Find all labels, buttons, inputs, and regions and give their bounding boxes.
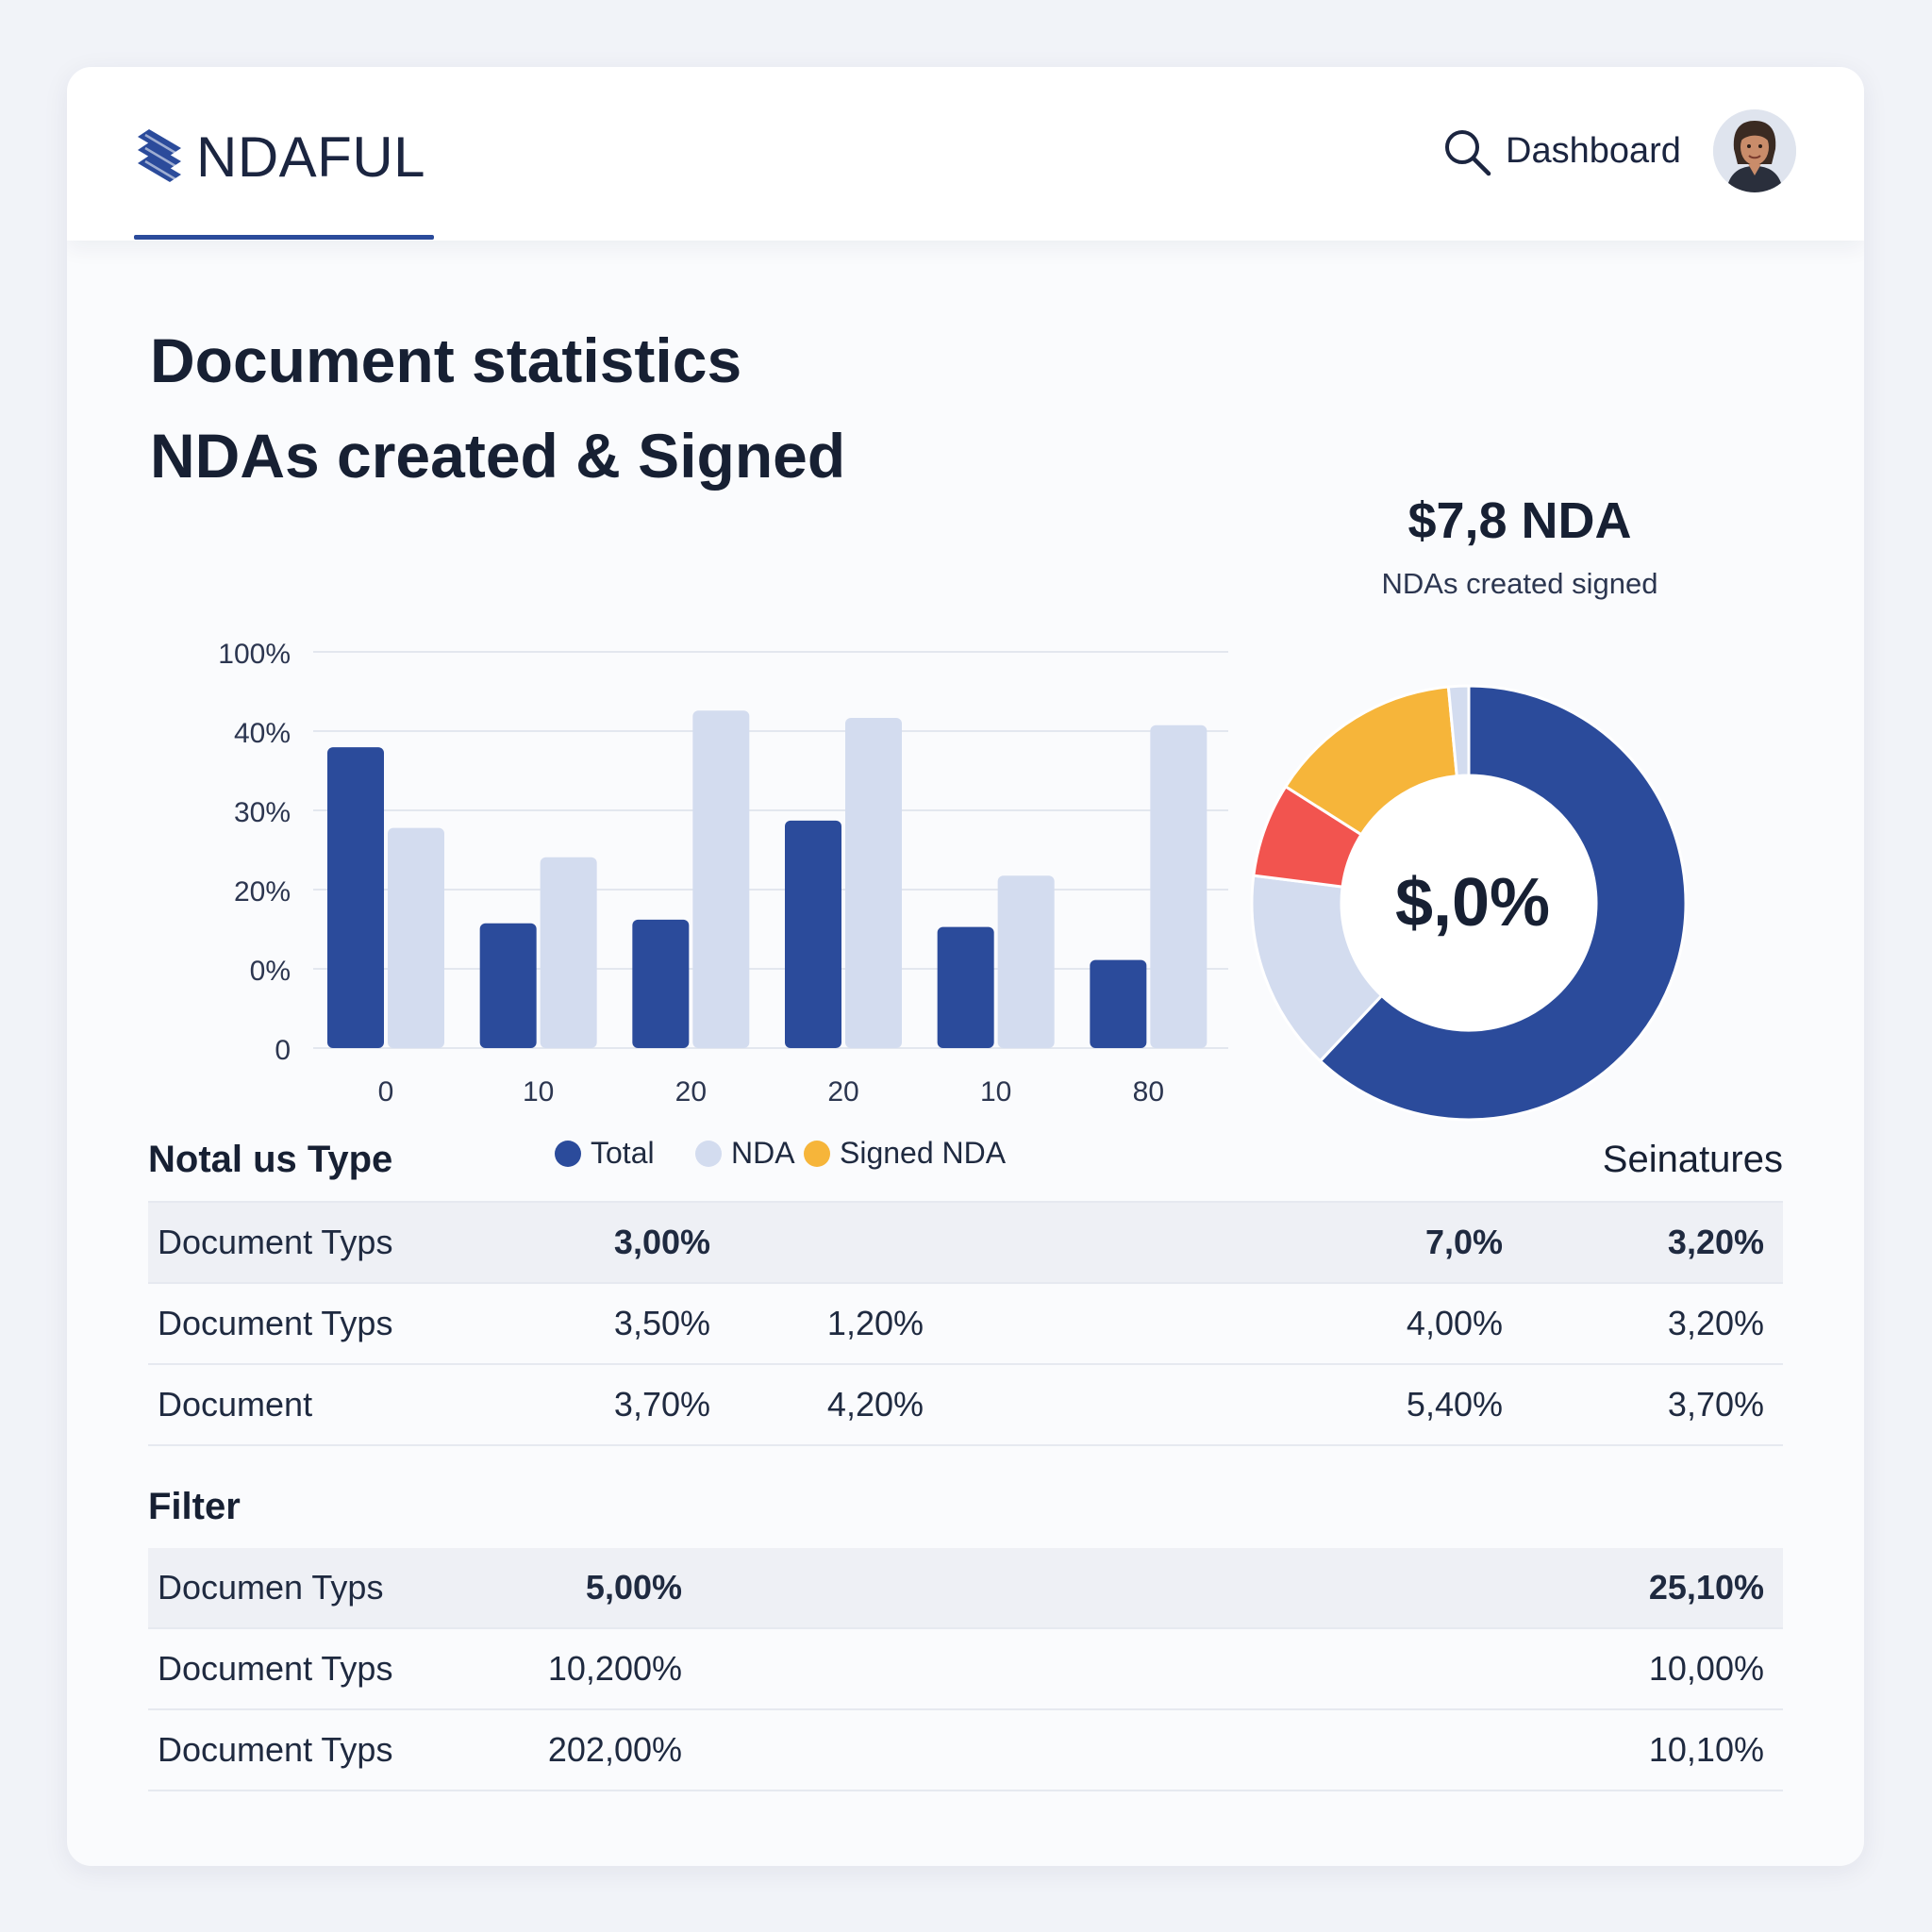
row-value: 5,40% <box>1406 1385 1503 1424</box>
row-value: 202,00% <box>547 1730 682 1769</box>
row-label: Document Typs <box>158 1649 393 1688</box>
x-tick-label: 10 <box>523 1076 554 1108</box>
row-value: 3,20% <box>1667 1223 1764 1261</box>
row-label: Document <box>158 1385 313 1424</box>
donut-center-label: $,0% <box>1395 865 1550 941</box>
donut-title: $7,8 NDA <box>1407 492 1632 549</box>
row-value: 10,200% <box>547 1649 682 1688</box>
status-table: Document Typs 3,00% 7,0% 3,20% Document Typs… <box>148 1201 1783 1446</box>
donut-chart: $,0% <box>1250 684 1688 1122</box>
legend-label: NDA <box>731 1136 795 1170</box>
row-value: 4,20% <box>826 1385 924 1424</box>
dashboard-nav-link[interactable]: Dashboard <box>1506 131 1681 171</box>
y-tick-label: 20% <box>234 876 291 908</box>
row-value: 3,70% <box>1667 1385 1764 1424</box>
bar-nda[interactable] <box>692 710 750 1048</box>
row-value: 3,20% <box>1667 1304 1764 1342</box>
table-row[interactable]: Document Typs 202,00% 10,10% <box>148 1710 1783 1791</box>
row-value: 10,00% <box>1648 1649 1764 1688</box>
bar-total[interactable] <box>327 747 384 1048</box>
x-tick-label: 10 <box>980 1076 1011 1108</box>
x-tick-label: 20 <box>827 1076 858 1108</box>
active-tab-indicator <box>134 235 434 240</box>
brand[interactable]: NDAFUL <box>134 119 425 194</box>
bar-total[interactable] <box>479 923 537 1048</box>
bar-nda[interactable] <box>388 827 444 1048</box>
donut-slice[interactable] <box>1446 684 1471 778</box>
top-header: NDAFUL Dashboard <box>67 67 1864 241</box>
legend-swatch <box>804 1141 830 1167</box>
bar-nda[interactable] <box>540 857 597 1048</box>
row-label: Documen Typs <box>158 1568 384 1607</box>
legend-swatch <box>555 1141 581 1167</box>
row-value: 1,20% <box>826 1304 924 1342</box>
row-value: 5,00% <box>585 1568 682 1607</box>
bar-chart: 100% 40% 30% 20% 0% 0 0 10 20 20 10 80 Total NDA Signe… <box>218 639 1228 1170</box>
bar-total[interactable] <box>937 926 994 1048</box>
donut-hole <box>1342 776 1595 1029</box>
bar-total[interactable] <box>785 820 841 1048</box>
y-tick-label: 100% <box>218 639 291 670</box>
filter-title: Filter <box>148 1486 241 1527</box>
legend-swatch <box>695 1141 722 1167</box>
bar-nda[interactable] <box>845 718 902 1048</box>
table-row[interactable]: Document Typs 3,50% 1,20% 4,00% 3,20% <box>148 1284 1783 1365</box>
page-subtitle: NDAs created & Signed <box>150 421 846 491</box>
row-value: 25,10% <box>1648 1568 1764 1607</box>
x-tick-label: 20 <box>675 1076 707 1108</box>
filter-table: Documen Typs 5,00% 25,10% Document Typs 10,2… <box>148 1548 1783 1791</box>
status-table-title: Notal us Type <box>148 1139 393 1180</box>
x-tick-label: 0 <box>378 1076 394 1108</box>
bar-nda[interactable] <box>997 875 1055 1048</box>
y-tick-label: 0% <box>250 956 291 987</box>
signatures-header: Seinatures <box>1602 1139 1783 1180</box>
row-value: 4,00% <box>1406 1304 1503 1342</box>
row-label: Document Typs <box>158 1223 393 1261</box>
row-value: 10,10% <box>1648 1730 1764 1769</box>
y-tick-label: 0 <box>275 1035 291 1066</box>
table-row[interactable]: Document Typs 10,200% 10,00% <box>148 1629 1783 1710</box>
row-label: Document Typs <box>158 1304 393 1342</box>
brand-name: NDAFUL <box>196 125 426 189</box>
x-tick-label: 80 <box>1133 1076 1164 1108</box>
bar-total[interactable] <box>632 919 690 1048</box>
brand-logo-icon <box>138 129 181 182</box>
donut-subtitle: NDAs created signed <box>1381 567 1658 600</box>
page-title: Document statistics <box>150 325 742 395</box>
row-value: 3,70% <box>613 1385 710 1424</box>
table-row[interactable]: Document Typs 3,00% 7,0% 3,20% <box>148 1203 1783 1284</box>
row-value: 3,00% <box>613 1223 710 1261</box>
table-row[interactable]: Documen Typs 5,00% 25,10% <box>148 1548 1783 1629</box>
bar-nda[interactable] <box>1150 724 1208 1048</box>
avatar[interactable] <box>1713 109 1796 192</box>
avatar-image <box>1713 109 1796 192</box>
table-row[interactable]: Document 3,70% 4,20% 5,40% 3,70% <box>148 1365 1783 1446</box>
dashboard-card: NDAFUL Dashboard Document statistics NDA… <box>67 67 1864 1866</box>
donut-slice[interactable] <box>1318 684 1688 1122</box>
search-icon[interactable] <box>1440 125 1494 179</box>
y-tick-label: 30% <box>234 797 291 828</box>
legend-label: Signed NDA <box>840 1136 1007 1170</box>
row-value: 7,0% <box>1424 1223 1503 1261</box>
legend-label: Total <box>591 1136 655 1170</box>
row-value: 3,50% <box>613 1304 710 1342</box>
bar-total[interactable] <box>1090 959 1147 1048</box>
row-label: Document Typs <box>158 1730 393 1769</box>
y-tick-label: 40% <box>234 718 291 749</box>
